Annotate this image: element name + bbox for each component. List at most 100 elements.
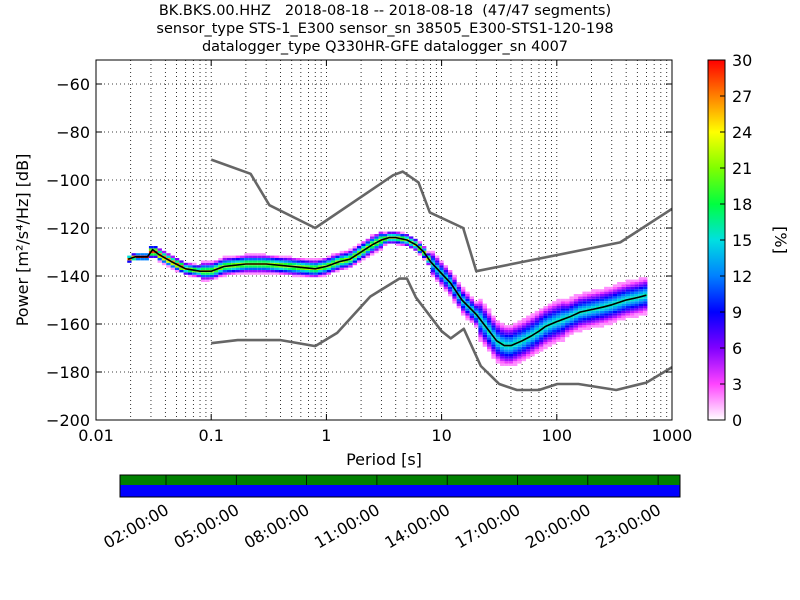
colorbar-ticks: 0 3 6 9 12 15 18 21 24 27 30 bbox=[720, 51, 752, 430]
histogram-cell bbox=[287, 272, 292, 275]
histogram-cell bbox=[244, 260, 249, 263]
histogram-cell bbox=[352, 250, 357, 254]
histogram-cell bbox=[491, 337, 496, 340]
histogram-cell bbox=[482, 332, 488, 335]
histogram-cell bbox=[539, 320, 544, 323]
histogram-cell bbox=[309, 274, 314, 278]
histogram-cell bbox=[304, 258, 310, 261]
x-axis-ticks: 0.01 0.1 1 10 100 1000 bbox=[78, 60, 692, 445]
histogram-cell bbox=[278, 258, 284, 261]
histogram-cell bbox=[478, 334, 483, 338]
histogram-cell bbox=[239, 265, 245, 268]
histogram-cell bbox=[530, 325, 535, 328]
colorbar-tick-label: 27 bbox=[732, 87, 752, 106]
histogram-cell bbox=[556, 310, 561, 314]
histogram-cell bbox=[638, 313, 644, 316]
histogram-cell bbox=[582, 291, 587, 294]
histogram-cell bbox=[382, 234, 388, 237]
histogram-cell bbox=[161, 260, 167, 263]
histogram-cell bbox=[439, 284, 444, 287]
histogram-cell bbox=[586, 306, 592, 309]
histogram-cell bbox=[222, 262, 227, 266]
histogram-cell bbox=[166, 253, 171, 256]
histogram-cell bbox=[404, 241, 410, 244]
histogram-cell bbox=[300, 272, 305, 275]
histogram-cell bbox=[435, 255, 440, 258]
histogram-cell bbox=[435, 272, 440, 275]
histogram-cell bbox=[140, 258, 145, 261]
histogram-cell bbox=[491, 351, 496, 354]
histogram-cell bbox=[521, 354, 527, 357]
histogram-cell bbox=[617, 303, 622, 306]
histogram-cell bbox=[391, 234, 397, 237]
histogram-cell bbox=[417, 253, 423, 256]
histogram-cell bbox=[634, 313, 639, 316]
histogram-cell bbox=[326, 267, 331, 270]
histogram-cell bbox=[487, 310, 492, 314]
histogram-cell bbox=[608, 296, 613, 299]
histogram-cell bbox=[556, 327, 561, 330]
histogram-cell bbox=[521, 358, 527, 362]
histogram-cell bbox=[504, 327, 509, 330]
histogram-cell bbox=[539, 342, 544, 345]
histogram-cell bbox=[591, 298, 596, 302]
histogram-cell bbox=[369, 241, 375, 244]
histogram-cell bbox=[205, 260, 210, 263]
histogram-cell bbox=[474, 320, 479, 323]
histogram-cell bbox=[638, 286, 644, 290]
histogram-cell bbox=[608, 294, 613, 297]
histogram-cell bbox=[517, 356, 522, 359]
histogram-cell bbox=[352, 262, 357, 266]
histogram-cell bbox=[482, 339, 488, 342]
histogram-cell bbox=[539, 315, 544, 318]
histogram-cell bbox=[478, 320, 483, 323]
histogram-cell bbox=[630, 313, 635, 316]
histogram-cell bbox=[608, 308, 613, 311]
histogram-cell bbox=[278, 262, 284, 266]
y-axis-label: Power [m²/s⁴/Hz] [dB] bbox=[13, 154, 32, 327]
histogram-cell bbox=[612, 318, 618, 321]
histogram-cell bbox=[452, 301, 457, 304]
histogram-cell bbox=[565, 318, 570, 321]
time-tick-label: 05:00:00 bbox=[171, 500, 243, 552]
histogram-cell bbox=[435, 277, 440, 280]
histogram-cell bbox=[539, 325, 544, 328]
histogram-cell bbox=[586, 313, 592, 316]
histogram-cell bbox=[517, 349, 522, 352]
histogram-cell bbox=[521, 332, 527, 335]
histogram-cell bbox=[265, 267, 271, 270]
histogram-cell bbox=[304, 270, 310, 273]
title-line-3: datalogger_type Q330HR-GFE datalogger_sn… bbox=[201, 39, 569, 55]
histogram-cell bbox=[582, 298, 587, 302]
histogram-cell bbox=[456, 286, 462, 290]
histogram-cell bbox=[461, 294, 466, 297]
histogram-cell bbox=[469, 296, 475, 299]
histogram-cell bbox=[482, 313, 488, 316]
histogram-cell bbox=[309, 262, 314, 266]
histogram-cell bbox=[448, 277, 453, 280]
histogram-cell bbox=[261, 255, 266, 258]
colorbar-tick-label: 21 bbox=[732, 159, 752, 178]
histogram-cell bbox=[235, 262, 240, 266]
histogram-cell bbox=[560, 325, 566, 328]
histogram-cell bbox=[296, 258, 301, 261]
histogram-cell bbox=[599, 318, 605, 321]
histogram-cell bbox=[508, 346, 514, 350]
histogram-cell bbox=[521, 351, 527, 354]
histogram-cell bbox=[560, 327, 566, 330]
histogram-cell bbox=[500, 325, 505, 328]
histogram-cell bbox=[599, 294, 605, 297]
histogram-cell bbox=[252, 265, 258, 268]
histogram-cell bbox=[491, 325, 496, 328]
histogram-cell bbox=[296, 272, 301, 275]
histogram-cell bbox=[265, 258, 271, 261]
histogram-cell bbox=[643, 298, 648, 302]
histogram-cell bbox=[578, 322, 583, 326]
histogram-cell bbox=[417, 241, 423, 244]
histogram-cell bbox=[612, 315, 618, 318]
histogram-cell bbox=[513, 349, 518, 352]
histogram-cell bbox=[552, 342, 557, 345]
histogram-cell bbox=[274, 265, 279, 268]
histogram-cell bbox=[578, 301, 583, 304]
histogram-cell bbox=[586, 301, 592, 304]
